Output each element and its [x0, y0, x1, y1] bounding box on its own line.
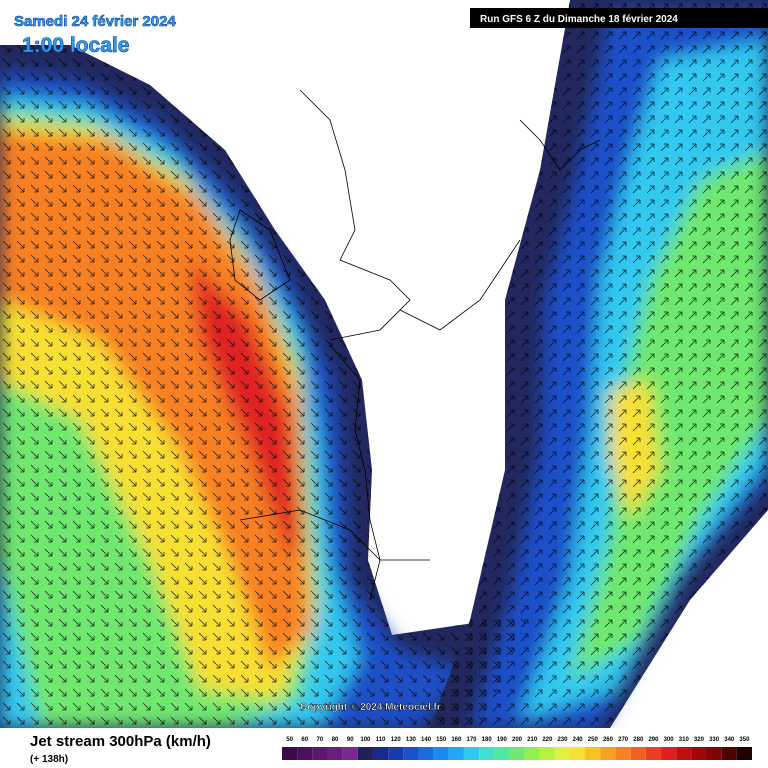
legend-swatch — [554, 747, 571, 760]
legend-label: 250 — [588, 737, 599, 743]
legend-label: 130 — [406, 737, 417, 743]
legend-swatch — [706, 747, 722, 760]
legend-swatch — [509, 747, 525, 760]
legend-label: 150 — [436, 737, 447, 743]
jet-field — [0, 0, 768, 728]
copyright: Copyright © 2024 Meteociel.fr — [300, 702, 441, 713]
legend-swatch — [357, 747, 373, 760]
legend-swatch — [600, 747, 616, 760]
run-box — [470, 8, 768, 28]
legend-label: 170 — [467, 737, 478, 743]
legend-swatch — [585, 747, 601, 760]
legend-label: 60 — [301, 737, 308, 743]
legend-label: 80 — [332, 737, 339, 743]
legend-label: 160 — [451, 737, 462, 743]
legend-swatch — [433, 747, 449, 760]
legend-swatch — [463, 747, 480, 760]
legend-label: 180 — [482, 737, 493, 743]
legend-label: 260 — [603, 737, 614, 743]
legend-swatch — [282, 747, 298, 760]
legend-label: 320 — [694, 737, 705, 743]
legend-swatch — [418, 747, 434, 760]
legend-swatch — [645, 747, 662, 760]
run-label: Run GFS 6 Z du Dimanche 18 février 2024 — [480, 14, 678, 25]
legend-swatch — [736, 747, 752, 760]
legend-swatch — [630, 747, 646, 760]
legend-swatch — [524, 747, 540, 760]
legend-label: 110 — [376, 737, 386, 743]
legend-swatch — [676, 747, 692, 760]
legend-label: 270 — [618, 737, 629, 743]
legend-label: 230 — [557, 737, 568, 743]
date-title: Samedi 24 février 2024 — [14, 13, 176, 30]
legend-swatch — [721, 747, 737, 760]
legend-label: 350 — [739, 737, 750, 743]
legend-label: 90 — [347, 737, 354, 743]
legend-label: 330 — [709, 737, 720, 743]
legend-label: 340 — [724, 737, 735, 743]
legend-label: 190 — [497, 737, 508, 743]
legend-label: 100 — [360, 737, 371, 743]
legend-swatch — [448, 747, 464, 760]
legend-label: 120 — [391, 737, 402, 743]
legend-swatch — [661, 747, 677, 760]
legend-swatch — [372, 747, 389, 760]
legend-label: 240 — [573, 737, 584, 743]
legend-label: 70 — [317, 737, 324, 743]
legend-label: 220 — [542, 737, 553, 743]
legend-swatch — [539, 747, 555, 760]
legend-label: 140 — [421, 737, 432, 743]
legend-label: 210 — [527, 737, 538, 743]
footer-title: Jet stream 300hPa (km/h) — [30, 733, 211, 750]
legend-label: 290 — [648, 737, 659, 743]
legend-label: 280 — [633, 737, 644, 743]
legend-swatch — [342, 747, 358, 760]
legend-swatch — [403, 747, 419, 760]
legend-swatch — [312, 747, 328, 760]
legend-label: 300 — [664, 737, 675, 743]
legend-swatch — [297, 747, 313, 760]
legend-swatch — [479, 747, 495, 760]
legend-swatch — [494, 747, 510, 760]
time-title: 1:00 locale — [22, 34, 129, 57]
legend-swatch — [570, 747, 586, 760]
legend-label: 310 — [679, 737, 690, 743]
footer-lead: (+ 138h) — [30, 754, 68, 765]
coastlines — [229, 89, 601, 601]
color-legend: 50 60 70 80 90 100 110 120 130 140 150 160 170 180 190… — [282, 737, 752, 760]
legend-swatch — [615, 747, 631, 760]
legend-swatch — [691, 747, 707, 760]
legend-label: 200 — [512, 737, 523, 743]
legend-swatch — [388, 747, 404, 760]
legend-label: 50 — [286, 737, 293, 743]
legend-swatch — [327, 747, 343, 760]
